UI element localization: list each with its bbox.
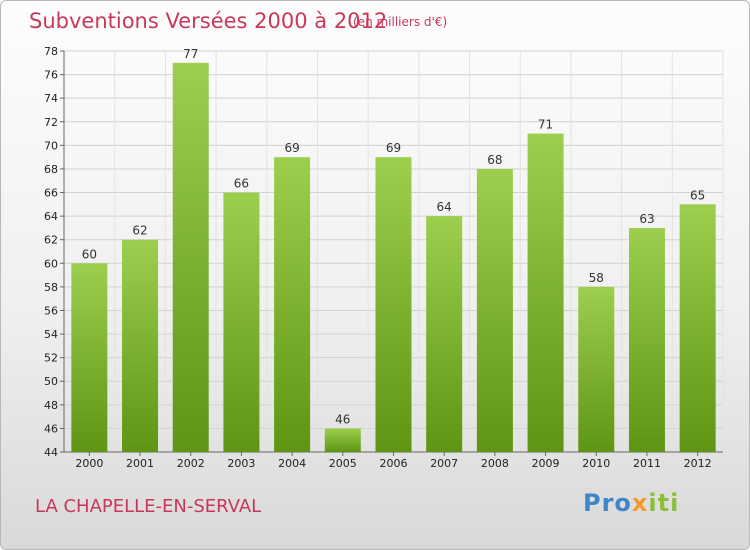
y-tick-label: 52 [44,352,58,365]
y-tick-label: 44 [44,446,58,459]
y-tick-label: 56 [44,304,58,317]
bar-2005 [324,428,361,452]
x-tick-label-2008: 2008 [481,457,509,470]
x-tick-label-2003: 2003 [227,457,255,470]
logo-part-3: iti [648,489,680,517]
data-label-2008: 68 [487,153,502,167]
bar-2009 [527,133,564,452]
bar-2008 [476,168,513,453]
logo-part-1: Pro [583,489,632,517]
y-tick-label: 62 [44,234,58,247]
bar-2000 [71,263,108,452]
x-tick-label-2012: 2012 [684,457,712,470]
data-label-2000: 60 [82,247,97,261]
x-tick-label-2004: 2004 [278,457,306,470]
data-label-2006: 69 [386,141,401,155]
y-tick-label: 54 [44,328,58,341]
x-tick-label-2010: 2010 [582,457,610,470]
data-label-2009: 71 [538,118,553,132]
x-tick-label-2006: 2006 [380,457,408,470]
data-label-2012: 65 [690,188,705,202]
bar-2004 [274,157,311,452]
y-tick-label: 68 [44,163,58,176]
bar-2002 [172,62,209,452]
y-tick-label: 46 [44,422,58,435]
data-label-2004: 69 [284,141,299,155]
x-tick-label-2007: 2007 [430,457,458,470]
data-label-2001: 62 [132,224,147,238]
data-label-2002: 77 [183,47,198,61]
data-label-2007: 64 [437,200,452,214]
y-tick-label: 66 [44,187,58,200]
x-tick-label-2009: 2009 [532,457,560,470]
x-tick-label-2000: 2000 [75,457,103,470]
bar-2003 [223,192,260,452]
data-label-2003: 66 [234,177,249,191]
chart-title: Subventions Versées 2000 à 2012 [29,9,388,33]
bar-2011 [628,227,665,452]
data-label-2011: 63 [639,212,654,226]
y-tick-label: 50 [44,375,58,388]
proxiti-logo: Proxiti [583,489,679,517]
x-tick-label-2011: 2011 [633,457,661,470]
x-tick-label-2005: 2005 [329,457,357,470]
bar-2010 [578,286,615,452]
y-tick-label: 58 [44,281,58,294]
y-tick-label: 72 [44,116,58,129]
labels: 44 46 48 50 52 54 56 58 60 62 64 66 68 70 72 74 76 78 60 20… [44,45,712,470]
y-tick-label: 64 [44,210,58,223]
data-label-2005: 46 [335,412,350,426]
bar-2012 [679,204,716,452]
bar-chart: 44 46 48 50 52 54 56 58 60 62 64 66 68 70 72 74 76 78 60 20… [44,45,724,470]
y-tick-label: 48 [44,399,58,412]
x-tick-label-2001: 2001 [126,457,154,470]
logo-part-2: x [631,489,649,517]
data-label-2010: 58 [589,271,604,285]
bars [71,62,716,453]
chart-unit-label: (en milliers d'€) [353,15,448,29]
y-tick-label: 60 [44,257,58,270]
commune-name: LA CHAPELLE-EN-SERVAL [35,496,262,517]
y-tick-label: 74 [44,92,58,105]
y-tick-label: 76 [44,69,58,82]
bar-2006 [375,157,412,452]
bar-2007 [426,216,463,452]
bar-2001 [122,239,159,452]
y-tick-label: 78 [44,45,58,58]
y-tick-label: 70 [44,139,58,152]
x-tick-label-2002: 2002 [177,457,205,470]
